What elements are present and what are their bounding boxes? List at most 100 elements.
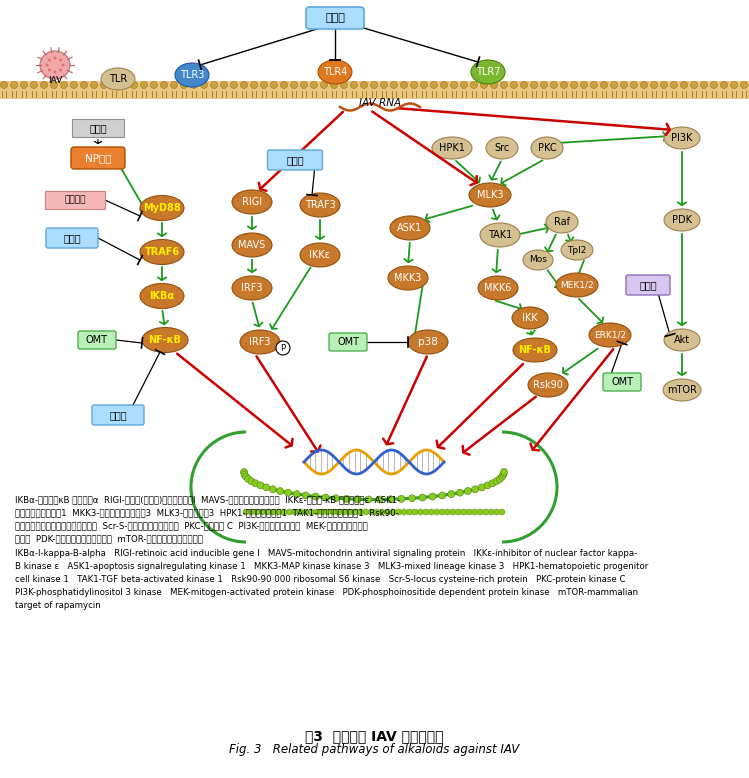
Ellipse shape	[201, 82, 207, 89]
Ellipse shape	[101, 68, 135, 90]
Text: MKK3: MKK3	[394, 273, 422, 283]
Ellipse shape	[450, 82, 458, 89]
Text: 骆驼蓬碱: 骆驼蓬碱	[64, 195, 85, 205]
Ellipse shape	[523, 250, 553, 270]
Text: TAK1: TAK1	[488, 230, 512, 240]
Ellipse shape	[439, 509, 445, 515]
Ellipse shape	[40, 82, 47, 89]
Ellipse shape	[232, 233, 272, 257]
Ellipse shape	[140, 195, 184, 220]
Ellipse shape	[521, 82, 527, 89]
Ellipse shape	[513, 338, 557, 362]
Ellipse shape	[280, 82, 288, 89]
Text: MAVS: MAVS	[238, 240, 266, 250]
Ellipse shape	[499, 509, 505, 515]
Text: IKBα-人核因子κB 抑制蛋白α  RIGI-视黄酸(维甲酸)诱导基因蛋白Ⅰ  MAVS-线粒体抗病毒信号蛋白  IKKε-核因子-κB 抑制物激酶ε  AS: IKBα-人核因子κB 抑制蛋白α RIGI-视黄酸(维甲酸)诱导基因蛋白Ⅰ M…	[15, 495, 400, 504]
Ellipse shape	[363, 509, 369, 515]
Ellipse shape	[491, 82, 497, 89]
Ellipse shape	[455, 509, 461, 515]
Ellipse shape	[281, 509, 287, 515]
Text: Raf: Raf	[554, 217, 570, 227]
Text: IKKε: IKKε	[309, 250, 330, 260]
Ellipse shape	[472, 509, 478, 515]
Ellipse shape	[210, 82, 217, 89]
Text: TLR3: TLR3	[180, 70, 204, 80]
Ellipse shape	[390, 509, 396, 515]
Ellipse shape	[560, 82, 568, 89]
Ellipse shape	[318, 60, 352, 84]
FancyBboxPatch shape	[71, 147, 125, 169]
Ellipse shape	[151, 82, 157, 89]
Ellipse shape	[261, 82, 267, 89]
Ellipse shape	[319, 509, 325, 515]
Text: PDK: PDK	[672, 215, 692, 225]
Text: OMT: OMT	[337, 337, 359, 347]
Ellipse shape	[297, 509, 303, 515]
Ellipse shape	[470, 82, 478, 89]
Ellipse shape	[61, 64, 64, 66]
Ellipse shape	[376, 496, 383, 503]
FancyBboxPatch shape	[78, 331, 116, 349]
Ellipse shape	[259, 509, 265, 515]
Ellipse shape	[80, 82, 88, 89]
Text: OMT: OMT	[86, 335, 108, 345]
Ellipse shape	[243, 473, 249, 480]
Text: IKK: IKK	[522, 313, 538, 323]
Text: NF-κB: NF-κB	[148, 335, 181, 345]
Ellipse shape	[681, 82, 688, 89]
Text: Fig. 3   Related pathways of alkaloids against IAV: Fig. 3 Related pathways of alkaloids aga…	[229, 744, 519, 756]
Ellipse shape	[300, 243, 340, 267]
Text: PI3K-phosphatidylinositol 3 kinase   MEK-mitogen-activated protein kinase   PDK-: PI3K-phosphatidylinositol 3 kinase MEK-m…	[15, 588, 638, 597]
Ellipse shape	[721, 82, 727, 89]
Ellipse shape	[241, 471, 248, 478]
Text: ASK1: ASK1	[398, 223, 422, 233]
Ellipse shape	[341, 509, 347, 515]
Ellipse shape	[500, 468, 508, 475]
Text: TRAF3: TRAF3	[305, 200, 336, 210]
Ellipse shape	[429, 493, 436, 500]
Text: 麻黄碱: 麻黄碱	[325, 13, 345, 23]
Ellipse shape	[270, 509, 276, 515]
Text: p38: p38	[418, 337, 438, 347]
Ellipse shape	[70, 82, 77, 89]
Ellipse shape	[130, 82, 138, 89]
Ellipse shape	[499, 473, 506, 480]
Ellipse shape	[497, 475, 503, 482]
Text: Akt: Akt	[674, 335, 690, 345]
Text: 人凋亡信号调节激酶1  MKK3-丝裂原活化蛋白激酶3  MLK3-混合谱系酶3  HPK1-造血祖细胞激酶1  TAK1-转化生长因子激酶1  Rsk90-: 人凋亡信号调节激酶1 MKK3-丝裂原活化蛋白激酶3 MLK3-混合谱系酶3 H…	[15, 508, 398, 517]
Ellipse shape	[369, 509, 374, 515]
Ellipse shape	[160, 82, 168, 89]
Ellipse shape	[232, 276, 272, 300]
Bar	[0, 81, 749, 99]
Ellipse shape	[240, 82, 247, 89]
Ellipse shape	[380, 82, 387, 89]
Ellipse shape	[401, 82, 407, 89]
Ellipse shape	[428, 509, 434, 515]
Text: MKK6: MKK6	[485, 283, 512, 293]
Ellipse shape	[141, 82, 148, 89]
Ellipse shape	[314, 509, 320, 515]
Text: MEK1/2: MEK1/2	[560, 281, 594, 289]
FancyBboxPatch shape	[329, 333, 367, 351]
Ellipse shape	[311, 82, 318, 89]
Ellipse shape	[121, 82, 127, 89]
Ellipse shape	[398, 496, 405, 503]
Ellipse shape	[461, 509, 467, 515]
Ellipse shape	[276, 488, 284, 495]
Ellipse shape	[249, 509, 255, 515]
Ellipse shape	[300, 193, 340, 217]
Ellipse shape	[48, 68, 51, 72]
Ellipse shape	[50, 82, 58, 89]
Ellipse shape	[388, 266, 428, 290]
Ellipse shape	[360, 82, 368, 89]
Ellipse shape	[270, 82, 277, 89]
Ellipse shape	[481, 82, 488, 89]
Ellipse shape	[140, 240, 184, 265]
Text: OMT: OMT	[611, 377, 633, 387]
Text: HPK1: HPK1	[439, 143, 465, 153]
Ellipse shape	[387, 496, 394, 503]
Ellipse shape	[412, 509, 418, 515]
Ellipse shape	[240, 330, 280, 354]
FancyBboxPatch shape	[46, 228, 98, 248]
Ellipse shape	[232, 190, 272, 214]
